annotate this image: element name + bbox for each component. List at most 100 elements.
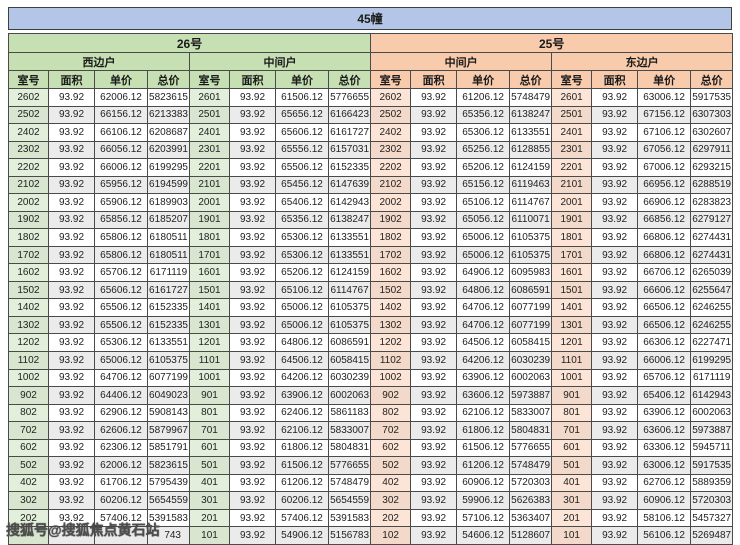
unit-price-cell: 65006.12 (94, 350, 148, 370)
area-cell: 93.92 (591, 456, 639, 475)
column-header-3: 总价 (509, 70, 553, 89)
unit-price-cell: 66806.12 (637, 245, 692, 265)
unit-price-cell: 65256.12 (456, 140, 511, 160)
area-cell: 93.92 (48, 491, 95, 510)
unit-price-cell: 63306.12 (637, 438, 692, 458)
total-price-cell: 5720303 (509, 473, 553, 493)
room-cell: 2401 (189, 123, 230, 142)
total-price-cell: 5973887 (690, 421, 734, 440)
area-cell: 93.92 (410, 315, 458, 335)
room-cell: 1202 (370, 333, 412, 352)
unit-price-cell: 67106.12 (637, 123, 692, 142)
area-cell: 93.92 (410, 456, 458, 475)
table-row: 2502 93.92 66156.12 6213383 2501 93.92 65656.1… (8, 105, 734, 125)
total-price-cell: 5128607 (509, 526, 553, 545)
room-cell: 102 (370, 526, 412, 545)
area-cell: 93.92 (229, 333, 276, 352)
column-header-2: 单价 (456, 70, 511, 89)
unit-price-cell: 65906.12 (94, 193, 148, 212)
table-row: 2302 93.92 66056.12 6203991 2301 93.92 65556.1… (8, 140, 734, 160)
unit-price-cell: 66856.12 (637, 210, 692, 230)
area-cell: 93.92 (410, 386, 458, 405)
table-row: 902 93.92 64406.12 6049023 901 93.92 63906.12 6… (8, 386, 734, 405)
building-header-25号: 25号 (370, 33, 734, 53)
unit-price-cell: 65706.12 (94, 263, 148, 282)
unit-price-cell: 66906.12 (637, 193, 692, 212)
unit-price-cell: 65306.12 (94, 333, 148, 352)
total-price-cell: 6255647 (690, 280, 734, 300)
total-price-cell: 6185207 (147, 210, 190, 230)
column-header-1: 面积 (48, 70, 95, 89)
unit-price-cell: 61206.12 (275, 473, 329, 493)
unit-price-cell: 66006.12 (94, 158, 148, 177)
unit-price-cell: 57406.12 (94, 508, 148, 528)
unit-header: 中间户 (370, 52, 553, 71)
room-cell: 1701 (551, 245, 593, 265)
area-cell: 93.92 (591, 175, 639, 195)
total-price-cell: 6110071 (509, 210, 553, 230)
price-table: 26号 25号 西边户 中间户 中间户 东边户 室号 面积 单价 总价 室号 面积 单价 总价 室号 面积 单价… (7, 33, 734, 545)
table-row: 702 93.92 62606.12 5879967 701 93.92 62106.12 5… (8, 421, 734, 440)
unit-price-cell: 66956.12 (637, 175, 692, 195)
area-cell: 93.92 (591, 88, 639, 107)
area-cell: 93.92 (229, 280, 276, 300)
area-cell: 93.92 (229, 298, 276, 317)
room-cell: 301 (189, 491, 230, 510)
total-price-cell: 6086591 (509, 280, 553, 300)
unit-price-cell: 65206.12 (275, 263, 329, 282)
area-cell: 93.92 (229, 210, 276, 230)
room-cell: 802 (370, 403, 412, 423)
area-cell: 93.92 (48, 158, 95, 177)
area-cell: 93.92 (48, 473, 95, 493)
unit-price-cell: 66306.12 (637, 333, 692, 352)
room-cell: 2002 (370, 193, 412, 212)
unit-price-cell: 66706.12 (637, 263, 692, 282)
room-cell: 1402 (370, 298, 412, 317)
area-cell: 93.92 (48, 245, 95, 265)
total-price-cell: 5908143 (147, 403, 190, 423)
room-cell: 1702 (8, 245, 49, 265)
column-header-2: 单价 (275, 70, 329, 89)
table-row: 1102 93.92 65006.12 6105375 1101 93.92 64506.1… (8, 350, 734, 370)
table-row: 1202 93.92 65306.12 6133551 1201 93.92 64806.1… (8, 333, 734, 352)
room-cell: 1301 (189, 315, 230, 335)
room-cell: 1902 (8, 210, 49, 230)
unit-price-cell: 60906.12 (456, 473, 511, 493)
area-cell: 93.92 (229, 123, 276, 142)
total-price-cell: 6180511 (147, 245, 190, 265)
area-cell: 93.92 (410, 140, 458, 160)
unit-price-cell (94, 526, 148, 545)
area-cell: 93.92 (48, 368, 95, 388)
area-cell: 93.92 (48, 228, 95, 247)
total-price-cell: 5363407 (509, 508, 553, 528)
room-cell: 2402 (8, 123, 49, 142)
room-cell: 302 (370, 491, 412, 510)
room-cell: 2301 (551, 140, 593, 160)
area-cell: 93.92 (591, 263, 639, 282)
area-cell: 93.92 (591, 158, 639, 177)
area-cell: 93.92 (591, 210, 639, 230)
column-header-0: 室号 (8, 70, 49, 89)
table-row: 802 93.92 62906.12 5908143 801 93.92 62406.12 5… (8, 403, 734, 423)
total-price-cell: 6171119 (147, 263, 190, 282)
unit-price-cell: 65956.12 (94, 175, 148, 195)
total-price-cell: 6189903 (147, 193, 190, 212)
area-cell: 93.92 (48, 403, 95, 423)
total-price-cell: 5833007 (509, 403, 553, 423)
table-row: 302 93.92 60206.12 5654559 301 93.92 60206.12 5… (8, 491, 734, 510)
room-cell: 402 (370, 473, 412, 493)
area-cell: 93.92 (591, 473, 639, 493)
total-price-cell: 5720303 (690, 491, 734, 510)
area-cell: 93.92 (48, 508, 95, 528)
area-cell: 93.92 (591, 123, 639, 142)
area-cell: 93.92 (410, 350, 458, 370)
unit-price-cell: 65106.12 (275, 280, 329, 300)
area-cell: 93.92 (591, 403, 639, 423)
room-cell: 701 (551, 421, 593, 440)
area-cell: 93.92 (410, 438, 458, 458)
area-cell (48, 526, 95, 545)
room-cell: 1401 (189, 298, 230, 317)
area-cell: 93.92 (410, 228, 458, 247)
total-price-cell: 5776655 (327, 88, 372, 107)
